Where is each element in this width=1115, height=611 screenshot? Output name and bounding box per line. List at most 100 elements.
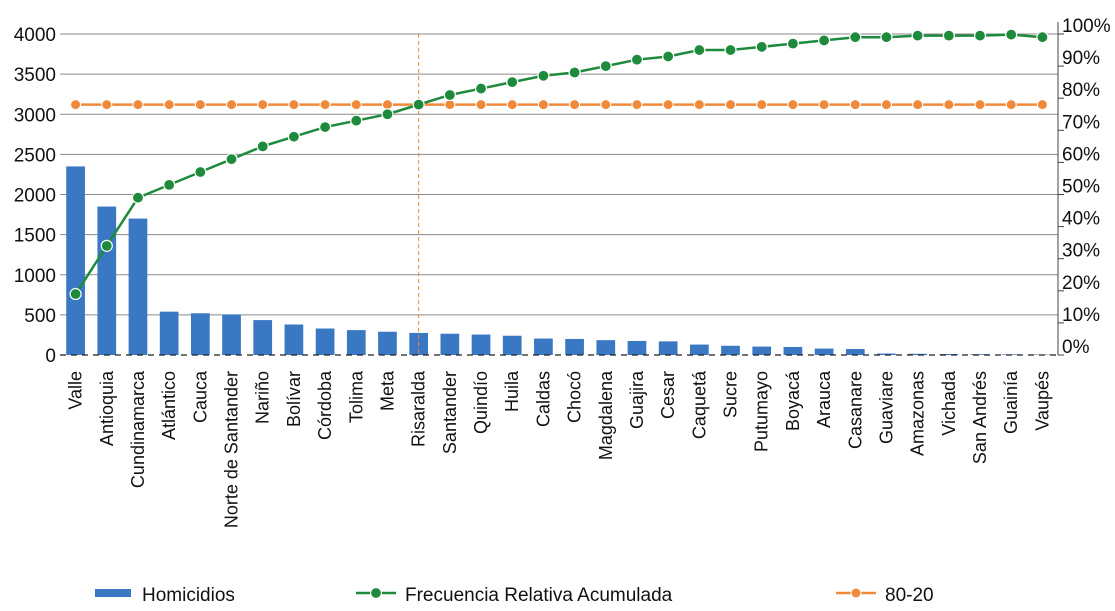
x-tick-label: Córdoba [315, 370, 335, 440]
y-left-tick-label: 500 [24, 306, 56, 327]
point-frecuencia-acumulada [225, 153, 238, 166]
x-tick-label: Tolima [346, 370, 366, 423]
y-right-tick-label: 0% [1062, 337, 1090, 358]
point-frecuencia-acumulada [350, 114, 363, 127]
x-tick-label: Chocó [565, 371, 585, 423]
x-tick-label: Guaviare [876, 371, 896, 444]
y-left-tick-label: 4000 [14, 25, 56, 46]
bar-atlántico [159, 311, 179, 355]
y-right-tick-label: 90% [1062, 48, 1100, 69]
point-80-20 [226, 99, 238, 111]
point-80-20 [943, 99, 955, 111]
y-left-tick-label: 2500 [14, 145, 56, 166]
y-right-tick-label: 80% [1062, 80, 1100, 101]
point-80-20 [912, 99, 924, 111]
x-tick-label: Sucre [721, 371, 741, 418]
y-right-tick-label: 100% [1062, 16, 1111, 37]
point-frecuencia-acumulada [880, 31, 893, 44]
x-tick-label: Nariño [253, 371, 273, 424]
point-frecuencia-acumulada [911, 29, 924, 42]
bar-putumayo [752, 346, 772, 355]
gridlines [60, 33, 1058, 316]
bar-cesar [658, 341, 678, 355]
x-tick-label: Meta [377, 370, 397, 411]
point-80-20 [787, 99, 799, 111]
point-frecuencia-acumulada [412, 98, 425, 111]
y-right-tick-label: 20% [1062, 273, 1100, 294]
x-tick-label: Putumayo [752, 371, 772, 452]
x-tick-label: Atlántico [159, 371, 179, 440]
point-frecuencia-acumulada [506, 76, 519, 89]
legend-swatch-marker [369, 586, 383, 600]
legend-label: 80-20 [885, 585, 934, 606]
point-80-20 [319, 99, 331, 111]
x-tick-label: Cauca [190, 370, 210, 423]
y-left-tick-label: 2000 [14, 186, 56, 207]
point-frecuencia-acumulada [724, 43, 737, 57]
x-tick-label: Bolívar [284, 371, 304, 427]
point-80-20 [569, 99, 581, 111]
y-right-tick-label: 10% [1062, 305, 1100, 326]
bar-boyacá [783, 346, 803, 355]
x-axis: Valle Antioquia Cundinamarca Atlántico Cauca… [60, 354, 1058, 528]
x-tick-label: Cesar [658, 371, 678, 419]
point-80-20 [756, 99, 768, 111]
y-right-tick-label: 70% [1062, 112, 1100, 133]
point-frecuencia-acumulada [163, 178, 176, 191]
x-tick-label: Caquetá [689, 370, 709, 439]
bar-valle [66, 166, 85, 355]
point-frecuencia-acumulada [194, 165, 207, 179]
point-80-20 [194, 99, 206, 111]
point-80-20 [132, 99, 144, 111]
x-tick-label: Antioquia [97, 370, 117, 446]
x-tick-label: Amazonas [908, 371, 928, 456]
x-tick-label: Quindío [471, 371, 491, 434]
point-80-20 [974, 99, 986, 111]
bar-chocó [565, 338, 584, 355]
point-frecuencia-acumulada [1005, 28, 1018, 41]
x-tick-label: Santander [440, 371, 460, 454]
point-80-20 [444, 99, 456, 111]
point-frecuencia-acumulada [755, 40, 768, 53]
point-frecuencia-acumulada [568, 66, 581, 79]
point-80-20 [693, 99, 705, 111]
point-80-20 [257, 99, 269, 111]
bar-magdalena [596, 340, 616, 355]
point-frecuencia-acumulada [256, 140, 269, 153]
y-right-tick-label: 60% [1062, 144, 1100, 165]
y-right-tick-label: 50% [1062, 177, 1100, 198]
point-80-20 [1005, 99, 1017, 111]
point-frecuencia-acumulada [693, 43, 706, 57]
x-tick-label: Huila [502, 370, 522, 412]
legend-item-homicidios: Homicidios [95, 585, 235, 606]
y-axis-right: 0% 10% 20% 30% 40% 50% 60% 70% 80% 90% 100% [1057, 16, 1111, 358]
x-tick-label: Guajira [627, 370, 647, 429]
bar-huila [502, 335, 522, 355]
point-frecuencia-acumulada [786, 37, 800, 50]
y-left-tick-label: 1500 [14, 226, 56, 247]
point-80-20 [350, 99, 362, 111]
x-tick-label: Cundinamarca [128, 370, 148, 488]
x-tick-label: San Andrés [970, 371, 990, 464]
bar-arauca [814, 348, 834, 355]
bar-tolima [346, 330, 366, 355]
point-frecuencia-acumulada [599, 59, 612, 73]
legend: Homicidios Frecuencia Relativa Acumulada 8… [95, 585, 934, 606]
y-axis-left: 0 500 1000 1500 2000 2500 3000 3500 4000 [14, 25, 56, 367]
x-tick-label: Vaupés [1032, 371, 1052, 431]
bar-guajira [627, 340, 647, 355]
bar-cauca [190, 313, 210, 355]
legend-item-frecuencia: Frecuencia Relativa Acumulada [356, 585, 673, 606]
bar-caquetá [689, 344, 709, 355]
bar-santander [440, 333, 460, 355]
point-frecuencia-acumulada [381, 108, 394, 121]
point-80-20 [101, 99, 113, 111]
x-tick-label: Boyacá [783, 370, 803, 431]
bar-vichada [939, 354, 959, 355]
point-frecuencia-acumulada [1036, 31, 1049, 44]
y-right-tick-label: 30% [1062, 241, 1100, 262]
bar-antioquia [97, 206, 117, 355]
point-frecuencia-acumulada [849, 31, 862, 44]
